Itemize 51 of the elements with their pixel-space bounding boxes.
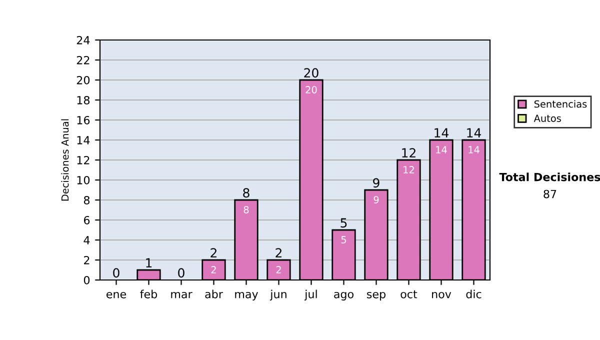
y-tick-label: 6 — [84, 216, 90, 224]
x-tick-label: oct — [400, 290, 418, 298]
data-label: 2 — [211, 266, 216, 274]
y-axis-title: Decisiones Anual — [61, 119, 69, 201]
total-label: 14 — [467, 128, 481, 138]
x-tick-label: dic — [466, 290, 482, 298]
x-tick-label: ago — [334, 292, 354, 300]
total-label: 2 — [276, 248, 282, 258]
y-tick-label: 2 — [84, 256, 90, 264]
data-label: 2 — [276, 266, 281, 274]
x-tick-label: jul — [304, 290, 317, 300]
total-label: 5 — [340, 218, 347, 228]
data-label: 8 — [244, 206, 249, 214]
total-label: 20 — [304, 68, 318, 78]
y-tick-label: 16 — [77, 116, 90, 124]
x-tick-label: sep — [367, 292, 386, 300]
y-tick-label: 0 — [84, 276, 90, 284]
data-label: 20 — [306, 86, 317, 94]
x-tick-label: jun — [270, 290, 286, 300]
legend-label: Sentencias — [534, 100, 587, 108]
data-label: 9 — [374, 196, 379, 204]
total-label: 0 — [113, 268, 120, 278]
total-label: 14 — [434, 128, 448, 138]
y-tick-label: 22 — [76, 56, 90, 64]
data-label: 5 — [341, 236, 346, 244]
x-tick-label: may — [235, 292, 258, 300]
total-label: 12 — [402, 148, 416, 158]
data-label: 12 — [404, 166, 414, 174]
y-tick-label: 20 — [76, 76, 90, 84]
y-tick-label: 10 — [77, 176, 90, 184]
text: Total Decisiones — [499, 172, 600, 182]
data-label: 14 — [436, 146, 447, 154]
y-tick-label: 24 — [76, 36, 90, 44]
legend-label: Autos — [534, 114, 561, 122]
y-tick-label: 4 — [84, 236, 90, 244]
x-tick-label: nov — [432, 292, 452, 298]
total-label: 1 — [146, 258, 152, 268]
total-label: 9 — [373, 178, 380, 188]
data-label: 14 — [468, 146, 480, 154]
total-label: 8 — [243, 188, 250, 198]
y-tick-label: 18 — [77, 96, 90, 104]
x-tick-label: ene — [106, 292, 126, 298]
x-tick-label: abr — [205, 290, 223, 298]
y-tick-label: 12 — [77, 156, 90, 164]
x-tick-label: mar — [171, 292, 192, 298]
total-label: 0 — [178, 268, 184, 278]
x-tick-label: feb — [140, 290, 158, 298]
y-tick-label: 8 — [84, 196, 90, 204]
total-label: 2 — [210, 248, 216, 258]
y-tick-label: 14 — [77, 136, 90, 144]
text: 87 — [544, 190, 556, 198]
